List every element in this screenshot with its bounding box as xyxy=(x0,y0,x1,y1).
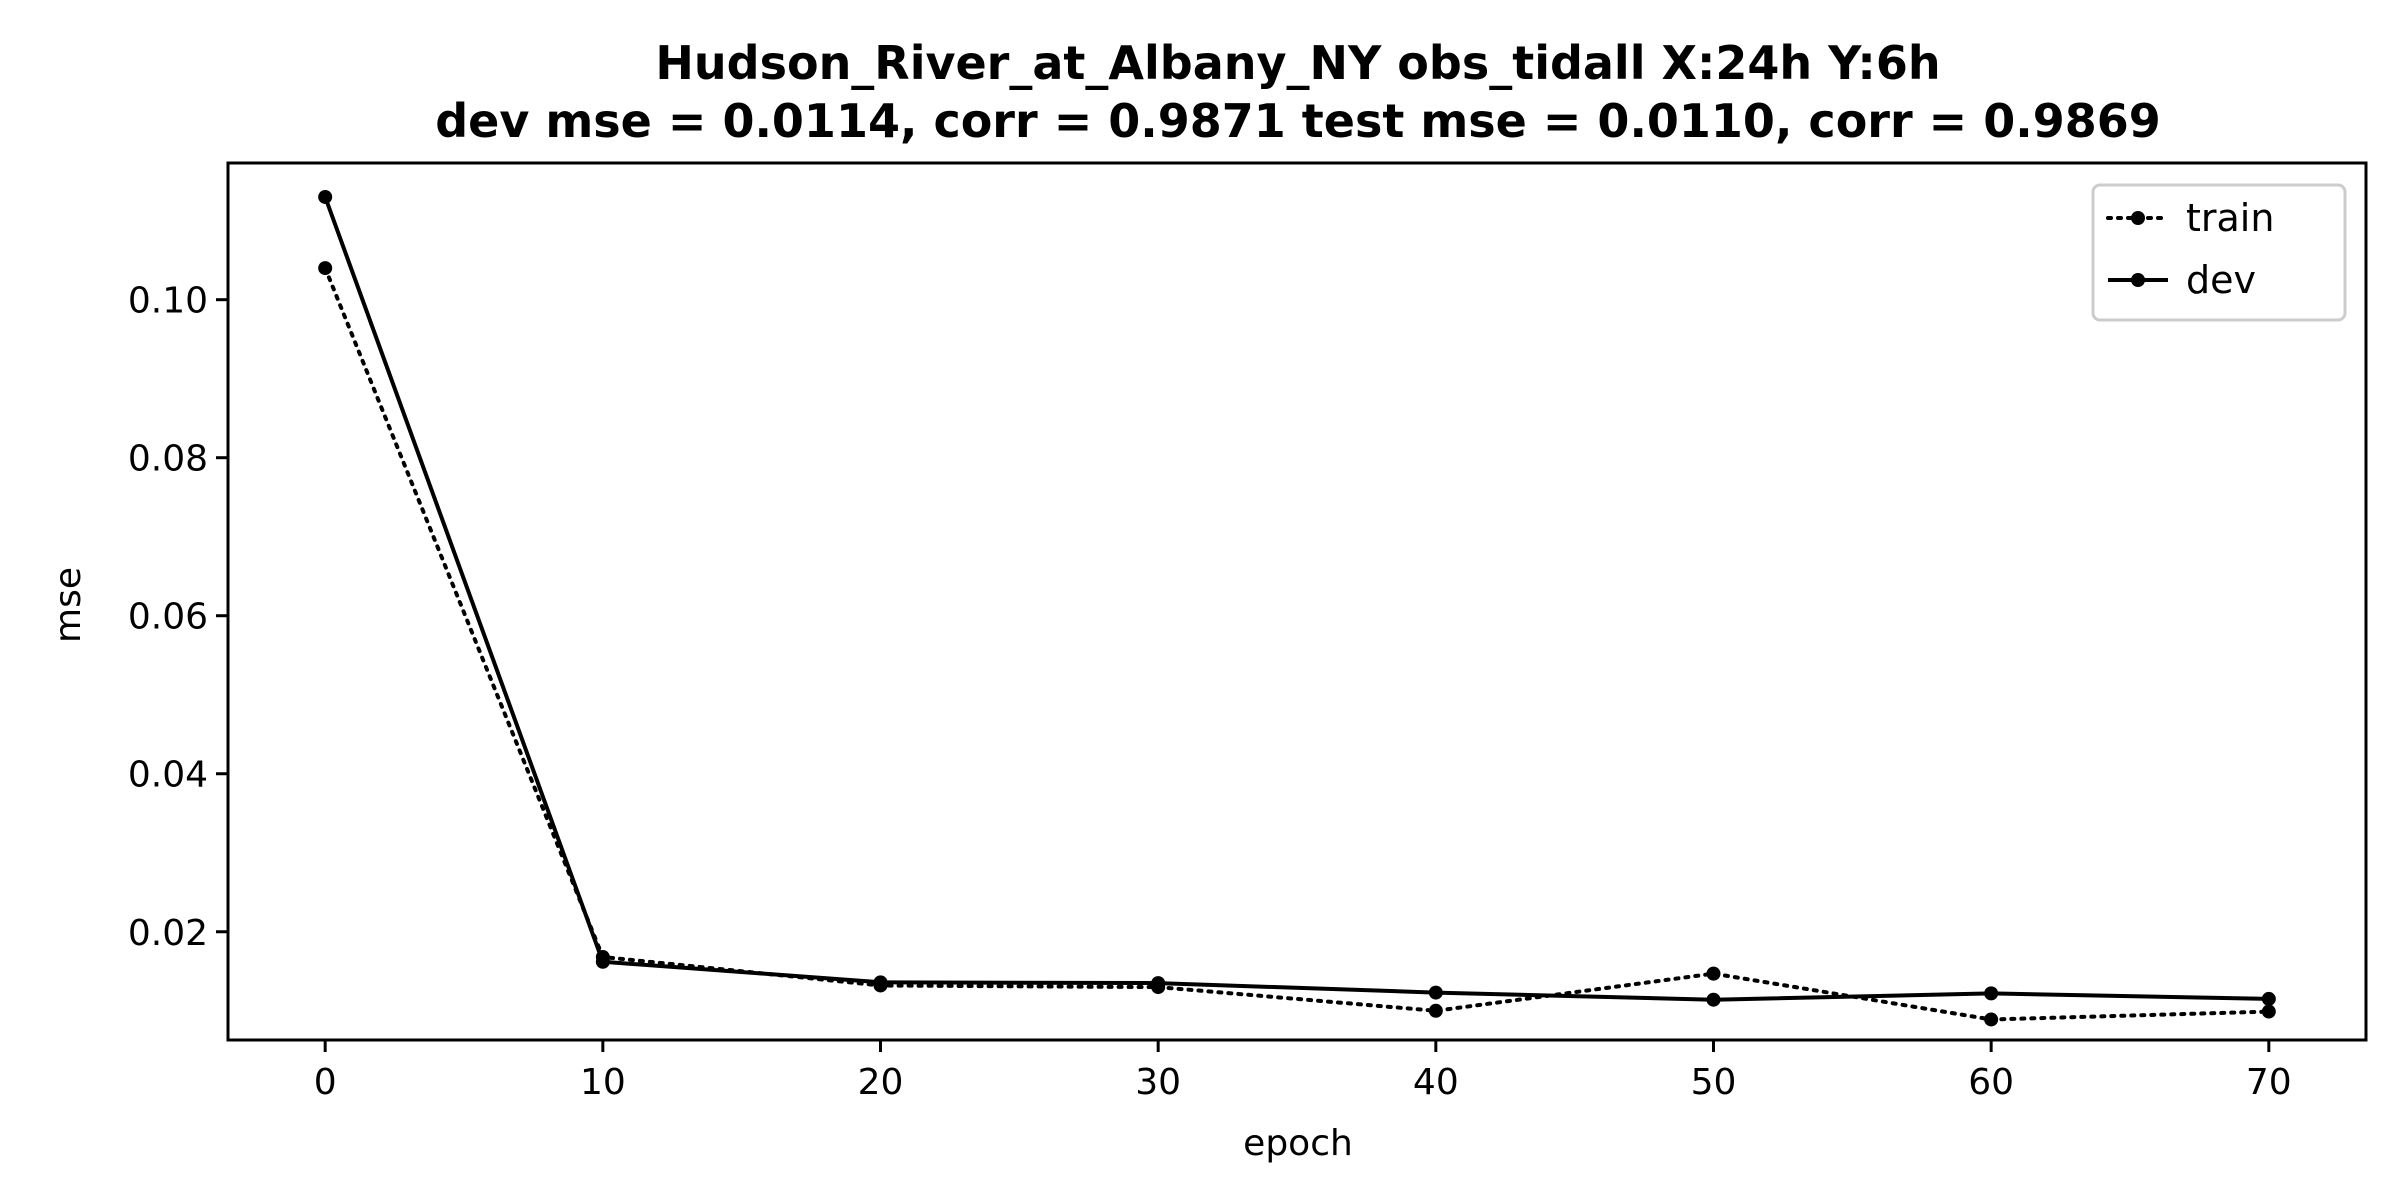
series-dev-point-1 xyxy=(595,954,610,969)
series-dev-line xyxy=(323,196,2269,1002)
y-tick-label-1: 0.04 xyxy=(128,755,208,796)
legend: train dev xyxy=(2091,183,2347,322)
legend-dev-marker xyxy=(2131,273,2145,287)
chart-subtitle: dev mse = 0.0114, corr = 0.9871 test mse… xyxy=(435,94,2161,148)
series-dev-point-6 xyxy=(1984,986,1999,1001)
series-dev-point-0 xyxy=(318,189,333,204)
chart-title: Hudson_River_at_Albany_NY obs_tidall X:2… xyxy=(655,36,1940,90)
series-train-line xyxy=(323,266,2271,1022)
plot-area: 0 10 20 30 40 50 60 70 0.02 0.04 0.06 0.08 0.10 xyxy=(128,161,2368,1103)
series-dev-point-5 xyxy=(1706,992,1721,1007)
y-tick-label-2: 0.06 xyxy=(128,597,208,638)
plot-frame xyxy=(226,161,2368,1042)
x-tick-label-4: 40 xyxy=(1413,1062,1459,1103)
legend-dev-label: dev xyxy=(2186,258,2256,302)
x-tick-label-2: 20 xyxy=(858,1062,904,1103)
series-train-point-0 xyxy=(318,261,333,276)
series-dev-point-2 xyxy=(873,975,888,990)
x-tick-label-6: 60 xyxy=(1968,1062,2014,1103)
legend-train-label: train xyxy=(2186,196,2274,240)
y-tick-label-3: 0.08 xyxy=(128,439,208,480)
x-axis-label: epoch xyxy=(1243,1123,1353,1164)
x-tick-label-7: 70 xyxy=(2246,1062,2292,1103)
series-train-point-6 xyxy=(1984,1012,1999,1027)
x-tick-label-5: 50 xyxy=(1691,1062,1737,1103)
x-tick-label-1: 10 xyxy=(580,1062,626,1103)
series-dev-point-4 xyxy=(1428,985,1443,1000)
series-train-point-4 xyxy=(1428,1003,1443,1018)
series-dev-point-7 xyxy=(2261,991,2276,1006)
y-tick-label-4: 0.10 xyxy=(128,281,208,322)
y-tick-label-0: 0.02 xyxy=(128,913,208,954)
series-train-point-7 xyxy=(2261,1004,2276,1019)
x-tick-label-0: 0 xyxy=(314,1062,337,1103)
y-axis-label: mse xyxy=(48,567,89,643)
legend-train-marker xyxy=(2131,211,2145,225)
legend-frame xyxy=(2091,183,2347,322)
series-train-point-5 xyxy=(1706,966,1721,981)
series-dev-point-3 xyxy=(1151,976,1166,991)
x-tick-label-3: 30 xyxy=(1135,1062,1181,1103)
